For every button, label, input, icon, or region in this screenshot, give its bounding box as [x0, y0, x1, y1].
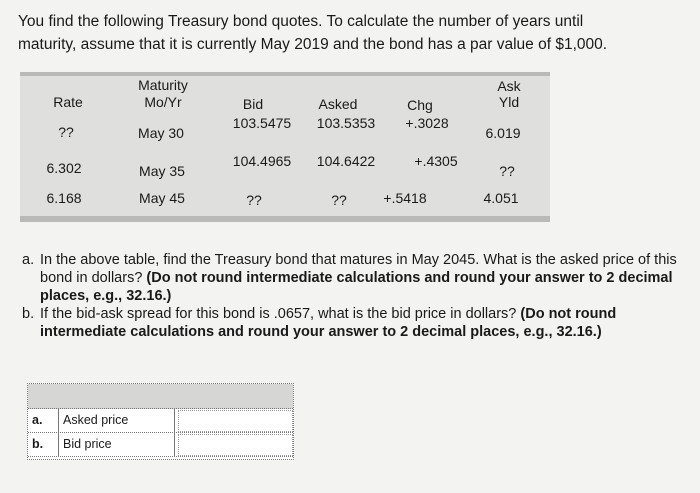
header-cell: Rate — [53, 94, 83, 110]
table-cell: +.3028 — [405, 115, 449, 131]
table-cell: 103.5475 — [232, 115, 292, 131]
table-cell: 4.051 — [483, 190, 519, 206]
intro-line: You find the following Treasury bond quo… — [18, 13, 584, 30]
table-cell: ?? — [246, 192, 262, 208]
question-letter: b. — [22, 306, 35, 322]
question: a. In the above table, find the Treasury… — [22, 251, 680, 305]
header-cell: Chg — [407, 97, 433, 113]
table-cell: 6.019 — [485, 125, 521, 141]
question-text: In the above table, find the Treasury bo… — [40, 252, 677, 286]
table-cell: 6.168 — [46, 190, 82, 206]
table-cell: ?? — [499, 163, 515, 179]
table-cell: 104.6422 — [316, 153, 376, 169]
table-cell: May 35 — [139, 163, 185, 179]
answer-label: Bid price — [58, 433, 175, 456]
answer-letter: a. — [32, 413, 43, 427]
answer-input[interactable] — [178, 434, 293, 456]
question-note: (Do not round intermediate calculations … — [40, 270, 673, 304]
answer-table-header — [28, 384, 293, 409]
table-cell: 103.5353 — [316, 115, 376, 131]
answer-letter: b. — [32, 437, 44, 451]
table-cell: +.5418 — [383, 190, 427, 206]
table-cell: May 30 — [138, 125, 184, 141]
answer-label: Asked price — [58, 409, 175, 432]
header-cell: Maturity — [138, 77, 188, 93]
question-text: If the bid-ask spread for this bond is .… — [40, 306, 517, 322]
intro-line: maturity, assume that it is currently Ma… — [18, 36, 608, 53]
table-cell: May 45 — [139, 190, 185, 206]
header-cell: Mo/Yr — [144, 94, 182, 110]
header-cell: Yld — [498, 94, 520, 110]
header-cell: Asked — [318, 96, 358, 112]
table-cell: ?? — [331, 192, 347, 208]
table-cell: 104.4965 — [232, 153, 292, 169]
header-cell: Ask — [497, 78, 521, 94]
table-cell: 6.302 — [46, 160, 82, 176]
answer-row: b. Bid price — [28, 433, 293, 457]
question-letter: a. — [22, 252, 35, 268]
question-note: (Do not round intermediate calculations … — [40, 306, 617, 340]
answer-table: a. Asked price b. Bid price — [27, 383, 294, 460]
table-cell: ?? — [58, 124, 74, 140]
table-cell: +.4305 — [414, 153, 458, 169]
question-body: If the bid-ask spread for this bond is .… — [40, 305, 680, 341]
quote-table — [20, 74, 550, 222]
question: b. If the bid-ask spread for this bond i… — [22, 305, 680, 341]
table-top-rule — [20, 72, 550, 76]
table-bottom-rule — [20, 216, 550, 222]
answer-input[interactable] — [178, 410, 293, 432]
answer-row: a. Asked price — [28, 409, 293, 433]
question-body: In the above table, find the Treasury bo… — [40, 251, 680, 305]
header-cell: Bid — [242, 96, 264, 112]
